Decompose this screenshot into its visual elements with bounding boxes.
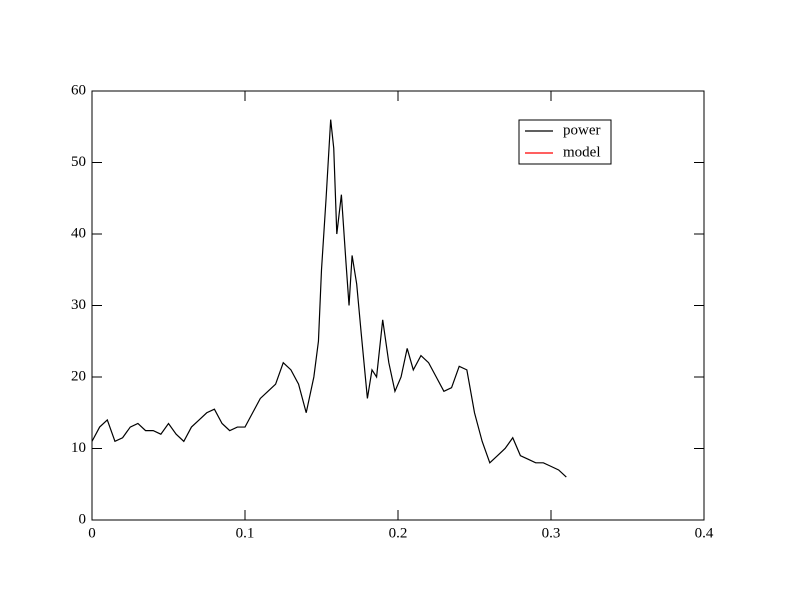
legend-label: power	[563, 122, 601, 138]
y-tick-label: 30	[71, 297, 86, 313]
y-tick-label: 0	[79, 511, 87, 527]
y-tick-label: 20	[71, 368, 86, 384]
x-tick-label: 0.2	[389, 525, 408, 541]
x-tick-label: 0.3	[542, 525, 561, 541]
y-tick-label: 40	[71, 225, 86, 241]
x-tick-label: 0.1	[236, 525, 255, 541]
y-tick-label: 60	[71, 82, 86, 98]
y-tick-label: 50	[71, 154, 86, 170]
x-tick-label: 0	[88, 525, 96, 541]
plot-frame	[91, 90, 705, 521]
x-tick-label: 0.4	[695, 525, 714, 541]
y-tick-label: 10	[71, 440, 86, 456]
legend-box	[518, 119, 612, 165]
legend-label: model	[563, 144, 601, 160]
series-line	[91, 119, 567, 478]
